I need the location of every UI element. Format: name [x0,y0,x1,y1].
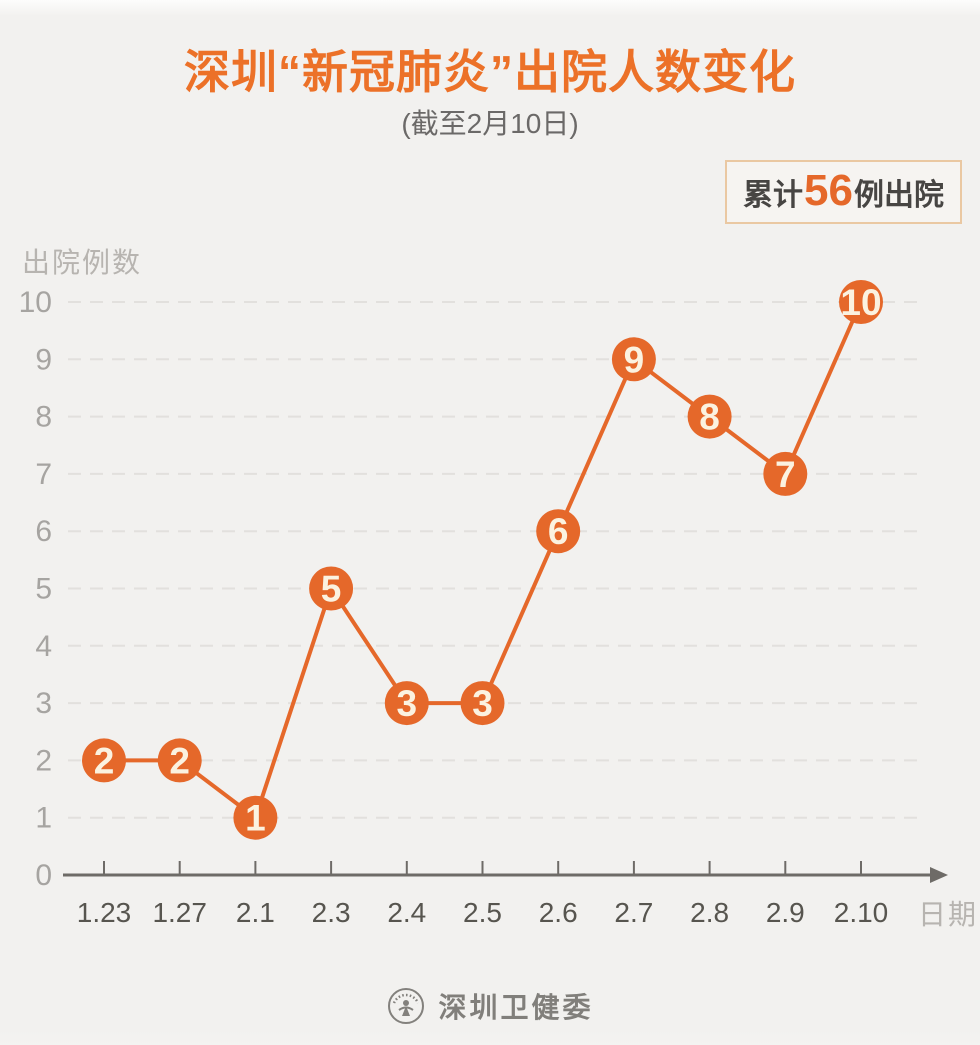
data-point-value: 3 [472,683,493,724]
y-tick-label: 6 [35,515,52,548]
data-point-value: 2 [94,740,115,781]
badge-suffix: 例出院 [854,179,944,212]
y-tick-label: 7 [35,458,52,491]
x-axis-title: 日期 [918,899,979,930]
data-point-marker [460,681,505,726]
data-point-value: 3 [397,683,418,724]
x-tick-label: 1.23 [77,897,132,928]
y-tick-label: 3 [35,687,52,720]
x-tick-label: 2.1 [236,897,275,928]
x-tick-label: 2.9 [766,897,805,928]
data-point-marker [384,681,429,726]
badge-prefix: 累计 [743,179,804,212]
y-tick-label: 1 [35,802,52,835]
data-point-marker [233,795,278,840]
footer-source: 深圳卫健委 [0,986,980,1026]
data-point-marker [839,280,883,324]
data-point-marker [536,509,581,554]
source-org-name: 深圳卫健委 [438,992,594,1023]
data-point-value: 10 [840,282,881,323]
badge-count: 56 [804,166,853,215]
y-tick-label: 4 [35,630,52,663]
x-tick-label: 1.27 [152,897,207,928]
y-tick-label: 9 [35,343,52,376]
data-point-marker [309,566,354,611]
page-subtitle: (截至2月10日) [401,108,579,139]
cumulative-total-badge: 累计56例出院 [725,160,962,224]
x-axis-arrow [930,867,948,883]
y-tick-label: 2 [35,744,52,777]
data-point-marker [687,394,732,439]
data-point-value: 2 [169,740,190,781]
data-point-value: 6 [548,511,569,552]
data-point-value: 8 [699,397,720,438]
x-tick-label: 2.7 [614,897,653,928]
y-tick-label: 5 [35,573,52,606]
data-point-value: 1 [245,798,266,839]
series-line [102,300,863,820]
health-commission-emblem-icon [388,988,425,1024]
x-tick-label: 2.5 [463,897,502,928]
y-tick-label: 0 [35,859,52,892]
x-tick-label: 2.4 [387,897,426,928]
x-tick-label: 2.3 [312,897,351,928]
y-axis-title: 出院例数 [22,247,143,278]
page-title: 深圳“新冠肺炎”出院人数变化 [184,46,796,98]
y-tick-label: 10 [19,286,52,319]
x-tick-label: 2.10 [834,897,889,928]
x-tick-label: 2.6 [539,897,578,928]
y-tick-label: 8 [35,401,52,434]
data-point-marker [157,738,202,783]
data-point-marker [611,337,656,382]
data-point-value: 5 [321,569,342,610]
x-tick-label: 2.8 [690,897,729,928]
data-point-marker [82,738,126,783]
data-point-value: 9 [624,339,645,380]
data-point-marker [763,451,808,496]
data-point-value: 7 [775,454,796,495]
